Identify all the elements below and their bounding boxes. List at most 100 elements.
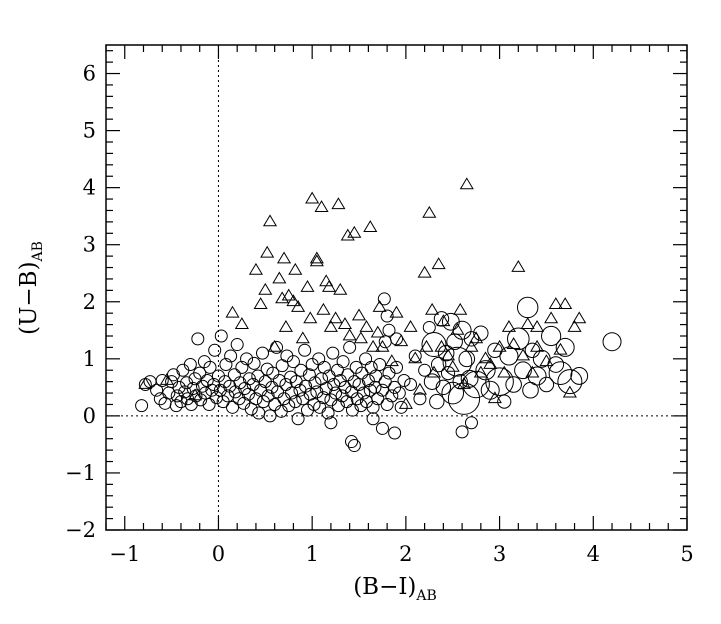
circle-points bbox=[135, 292, 622, 453]
triangle-point bbox=[450, 322, 465, 335]
circle-point bbox=[390, 360, 403, 374]
triangle-point bbox=[417, 265, 432, 278]
triangle-point bbox=[436, 314, 451, 327]
triangle-point bbox=[309, 251, 324, 264]
triangle-point bbox=[419, 339, 434, 352]
triangle-point bbox=[340, 228, 355, 241]
circle-point bbox=[189, 389, 203, 403]
circle-point bbox=[299, 379, 313, 393]
triangle-point bbox=[515, 348, 531, 361]
x-tick-label: −1 bbox=[109, 542, 140, 566]
circle-point bbox=[378, 375, 392, 389]
triangle-point bbox=[295, 331, 310, 344]
circle-point bbox=[359, 352, 373, 366]
circle-point bbox=[240, 352, 254, 366]
circle-point bbox=[166, 368, 180, 382]
y-tick-labels: −2 −1 0 1 2 3 4 5 6 bbox=[65, 62, 96, 542]
triangle-point bbox=[567, 319, 582, 332]
circle-point bbox=[570, 367, 589, 385]
circle-point bbox=[178, 385, 192, 399]
triangle-point bbox=[384, 354, 399, 367]
triangle-point bbox=[558, 297, 573, 310]
circle-point bbox=[286, 355, 300, 369]
circle-point bbox=[235, 360, 249, 374]
circle-point bbox=[441, 312, 460, 331]
circle-point bbox=[366, 400, 380, 414]
triangle-point bbox=[370, 325, 385, 338]
circle-point bbox=[203, 360, 217, 374]
circle-point bbox=[193, 366, 207, 380]
circle-point bbox=[361, 374, 375, 388]
circle-point bbox=[230, 338, 244, 352]
circle-point bbox=[458, 350, 476, 368]
triangle-point bbox=[288, 262, 303, 275]
circle-point bbox=[602, 332, 622, 352]
circle-point bbox=[224, 349, 238, 363]
triangle-point bbox=[403, 319, 418, 332]
triangle-point bbox=[431, 257, 446, 270]
triangle-point bbox=[187, 388, 203, 401]
circle-point bbox=[463, 331, 480, 347]
x-tick-label: 0 bbox=[212, 542, 225, 566]
circle-point bbox=[377, 292, 391, 306]
triangle-point bbox=[353, 331, 368, 344]
y-tick-label: −2 bbox=[65, 518, 96, 542]
circle-point bbox=[355, 366, 369, 380]
circle-point bbox=[298, 343, 312, 357]
triangle-point bbox=[459, 177, 474, 190]
triangle-point bbox=[305, 191, 320, 204]
circle-point bbox=[371, 392, 385, 406]
x-tick-label: 5 bbox=[680, 542, 693, 566]
triangle-point bbox=[544, 311, 559, 324]
circle-point bbox=[366, 412, 380, 426]
circle-point bbox=[480, 380, 500, 400]
circle-point bbox=[218, 375, 232, 389]
circle-point bbox=[331, 399, 345, 413]
circle-point bbox=[385, 389, 399, 403]
triangle-point bbox=[506, 337, 521, 349]
y-tick-label: 6 bbox=[83, 62, 96, 86]
triangle-point bbox=[323, 319, 338, 332]
circle-point bbox=[388, 426, 402, 440]
triangle-point bbox=[562, 385, 577, 398]
triangle-point bbox=[248, 262, 263, 275]
y-tick-label: 3 bbox=[83, 233, 96, 257]
circle-point bbox=[516, 296, 539, 319]
triangle-point bbox=[276, 251, 292, 264]
circle-point bbox=[294, 363, 308, 377]
circle-point bbox=[455, 425, 469, 439]
circle-point bbox=[205, 383, 219, 397]
y-tick-label: 2 bbox=[83, 290, 96, 314]
triangle-point bbox=[234, 317, 249, 329]
circle-point bbox=[329, 386, 343, 400]
circle-point bbox=[514, 361, 532, 380]
x-axis-title: (B−I)AB bbox=[353, 574, 437, 604]
circle-point bbox=[174, 395, 188, 409]
x-tick-label: 4 bbox=[587, 542, 600, 566]
triangle-point bbox=[347, 225, 362, 238]
circle-point bbox=[155, 374, 169, 388]
circle-point bbox=[382, 323, 396, 337]
circle-point bbox=[285, 386, 299, 400]
circle-point bbox=[150, 383, 164, 397]
y-tick-label: 0 bbox=[83, 404, 96, 428]
triangle-point bbox=[487, 391, 502, 404]
circle-point bbox=[442, 346, 473, 377]
circle-point bbox=[255, 346, 269, 360]
circle-point bbox=[266, 366, 280, 380]
triangle-point bbox=[253, 297, 268, 310]
triangle-point bbox=[138, 377, 153, 389]
circle-point bbox=[176, 363, 190, 377]
triangle-point bbox=[412, 382, 427, 395]
triangle-point bbox=[520, 317, 535, 329]
circle-point bbox=[485, 367, 514, 396]
triangle-point bbox=[456, 377, 472, 389]
circle-point bbox=[345, 403, 359, 417]
circle-point bbox=[326, 346, 340, 360]
triangle-point bbox=[321, 280, 337, 292]
circle-point bbox=[435, 379, 452, 396]
x-tick-labels: −1 0 1 2 3 4 5 bbox=[109, 542, 693, 566]
triangle-point bbox=[309, 254, 324, 267]
triangle-point bbox=[375, 339, 390, 352]
